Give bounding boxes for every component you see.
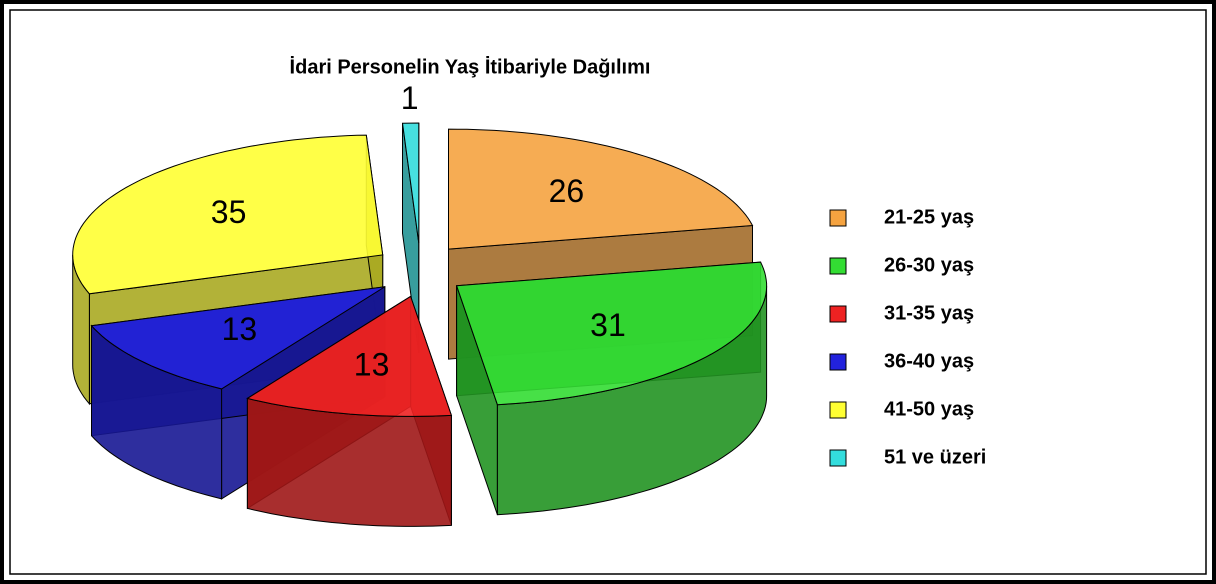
slice-side-shade: [91, 325, 222, 499]
legend-label: 36-40 yaş: [884, 350, 974, 372]
slice: [401, 122, 420, 244]
legend-swatch: [829, 353, 847, 371]
slice-side-shade: [456, 285, 498, 515]
data-label: 31: [590, 307, 626, 343]
legend-label: 41-50 yaş: [884, 398, 974, 420]
legend-label: 21-25 yaş: [884, 206, 974, 228]
legend-swatch: [829, 401, 847, 419]
slice: [448, 128, 754, 250]
legend-swatch: [829, 209, 847, 227]
slice-side-shade: [497, 285, 767, 515]
legend-label: 51 ve üzeri: [884, 446, 986, 468]
slice-side-shade: [72, 254, 90, 404]
legend-label: 26-30 yaş: [884, 254, 974, 276]
legend-swatch: [829, 305, 847, 323]
data-label: 35: [211, 194, 247, 230]
slice: [455, 261, 768, 406]
data-label: 26: [549, 173, 585, 209]
slice-side-shade: [247, 398, 452, 527]
chart-title: İdari Personelin Yaş İtibariyle Dağılımı: [290, 55, 651, 78]
data-label: 13: [222, 311, 258, 347]
legend-swatch: [829, 449, 847, 467]
data-label: 1: [401, 80, 419, 116]
legend-swatch: [829, 257, 847, 275]
inner-frame: [9, 9, 1207, 575]
slice: [90, 286, 386, 390]
slice-side-shade: [402, 123, 419, 353]
slice: [72, 134, 384, 295]
data-label: 13: [354, 346, 390, 382]
slice: [246, 295, 453, 417]
legend-label: 31-35 yaş: [884, 302, 974, 324]
